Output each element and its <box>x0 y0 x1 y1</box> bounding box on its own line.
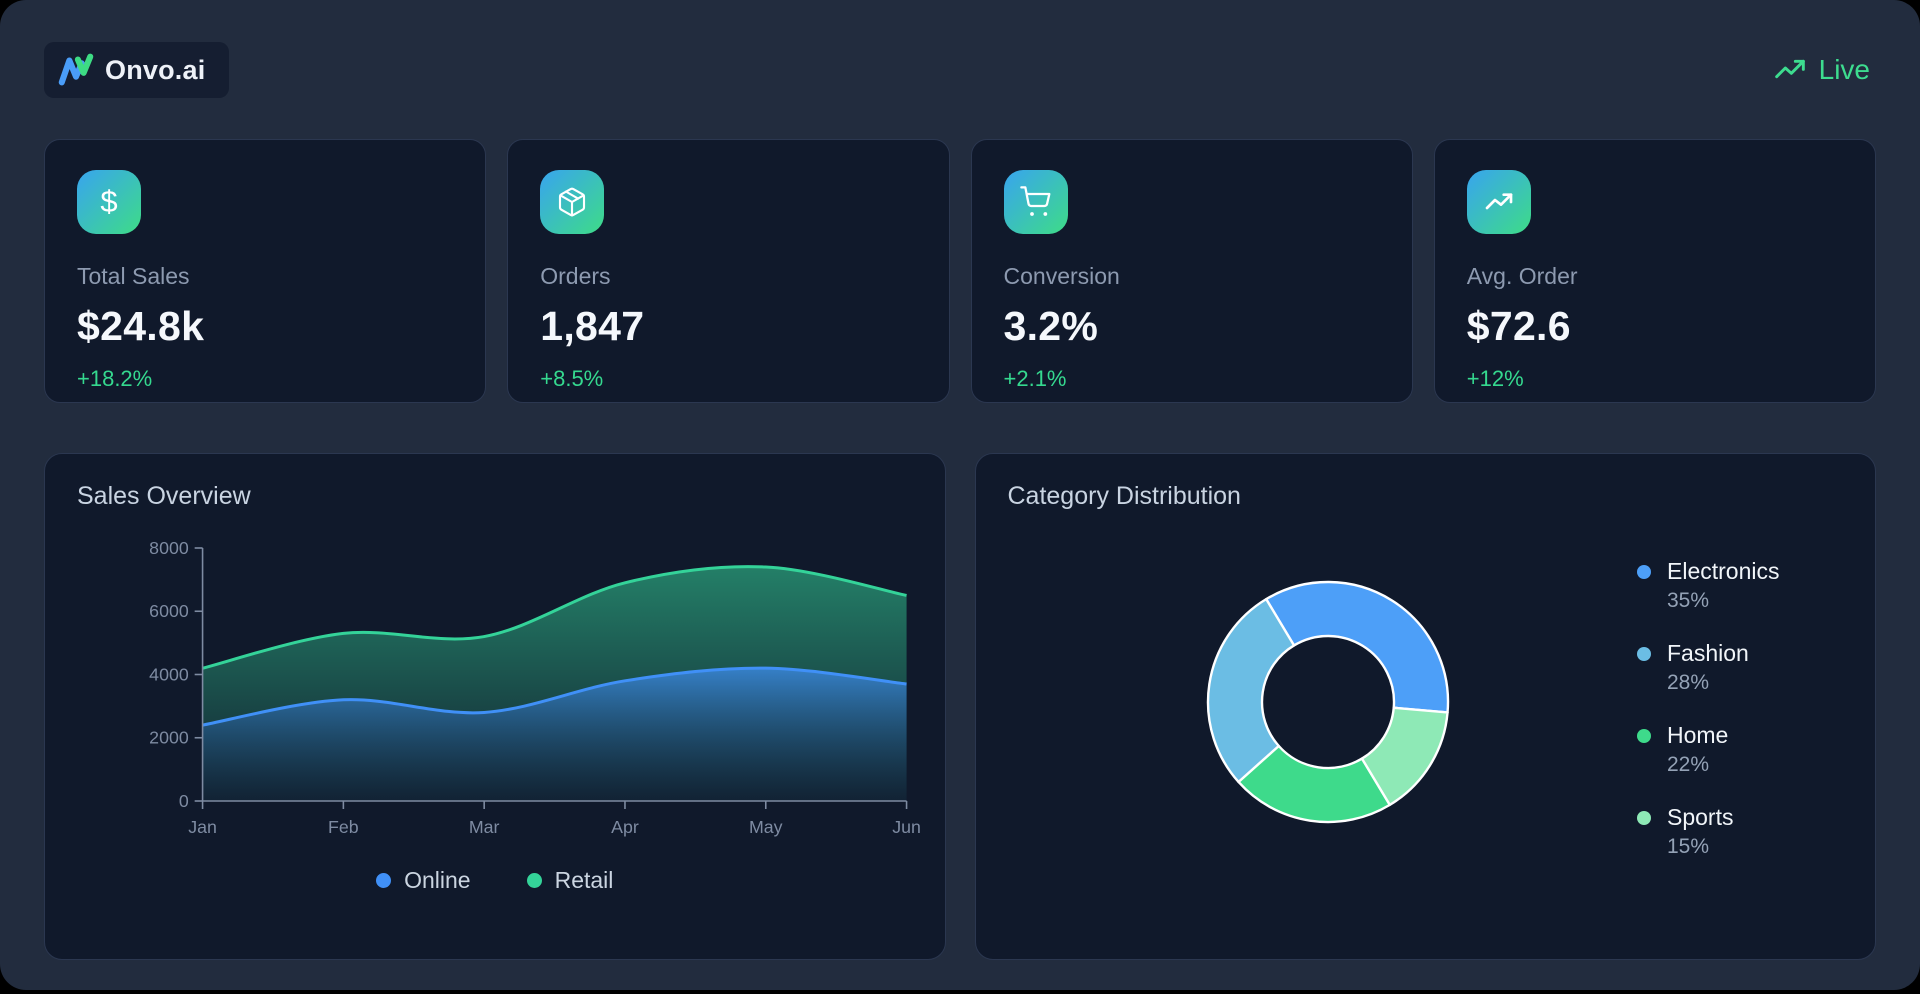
legend-label: Retail <box>554 867 614 893</box>
stat-value: $72.6 <box>1466 303 1571 349</box>
stat-delta: +2.1% <box>1003 366 1067 391</box>
legend-label: Home <box>1667 722 1729 748</box>
charts-row: Sales Overview 0 2000 4000 6000 8000 Jan Feb Ma… <box>44 453 1876 960</box>
package-icon <box>540 170 605 234</box>
sales-overview-title: Sales Overview <box>77 482 251 510</box>
live-label: Live <box>1818 54 1870 85</box>
stat-label: Orders <box>540 263 611 289</box>
legend-dot <box>1637 647 1651 661</box>
svg-text:0: 0 <box>179 791 189 811</box>
legend-label: Online <box>404 867 471 893</box>
legend-value: 22% <box>1667 753 1710 776</box>
svg-text:May: May <box>749 817 783 837</box>
stat-label: Conversion <box>1003 263 1120 289</box>
legend-label: Sports <box>1667 804 1734 830</box>
stat-card-total-sales: $ Total Sales $24.8k +18.2% <box>44 139 487 403</box>
header: Onvo.ai Live <box>0 0 1920 98</box>
brand-logo[interactable]: Onvo.ai <box>44 42 230 98</box>
stat-card-orders: Orders 1,847 +8.5% <box>507 139 950 403</box>
sales-legend: Online Retail <box>77 867 913 894</box>
stat-label: Avg. Order <box>1466 263 1578 289</box>
svg-text:Mar: Mar <box>469 817 500 837</box>
legend-label: Fashion <box>1667 640 1749 666</box>
svg-text:2000: 2000 <box>149 728 189 748</box>
legend-text-group: Home 22% <box>1667 722 1728 777</box>
legend-dot <box>526 873 542 888</box>
legend-text-group: Fashion 28% <box>1667 640 1749 695</box>
legend-dot <box>376 873 392 888</box>
category-distribution-title: Category Distribution <box>1007 482 1241 510</box>
stat-card-conversion: Conversion 3.2% +2.1% <box>970 139 1413 403</box>
svg-text:Feb: Feb <box>328 817 359 837</box>
stat-value: $24.8k <box>77 303 205 349</box>
legend-dot <box>1637 811 1651 825</box>
legend-label: Electronics <box>1667 558 1780 584</box>
svg-text:Jan: Jan <box>188 817 217 837</box>
legend-text-group: Sports 15% <box>1667 804 1733 859</box>
sales-overview-card: Sales Overview 0 2000 4000 6000 8000 Jan Feb Ma… <box>44 453 946 960</box>
category-donut-chart <box>1206 580 1449 824</box>
stat-value: 1,847 <box>540 303 645 349</box>
stat-value: 3.2% <box>1003 303 1099 349</box>
brand-name: Onvo.ai <box>105 54 206 85</box>
stat-delta: +8.5% <box>540 366 604 391</box>
legend-item-sports[interactable]: Sports 15% <box>1637 804 1833 859</box>
legend-dot <box>1637 729 1651 743</box>
legend-item-home[interactable]: Home 22% <box>1637 722 1833 777</box>
category-legend: Electronics 35% Fashion 28% Home 22% Sports 15% <box>1637 558 1833 859</box>
dollar-icon: $ <box>77 170 141 234</box>
live-badge[interactable]: Live <box>1774 54 1870 86</box>
stat-card-avg-order: Avg. Order $72.6 +12% <box>1433 139 1876 403</box>
legend-value: 35% <box>1667 589 1710 612</box>
legend-item-electronics[interactable]: Electronics 35% <box>1637 558 1833 613</box>
trending-up-icon <box>1774 59 1805 79</box>
logo-zigzag-icon <box>58 53 94 86</box>
svg-text:Jun: Jun <box>892 817 921 837</box>
stat-delta: +12% <box>1466 366 1524 391</box>
stat-label: Total Sales <box>77 263 190 289</box>
legend-item-online[interactable]: Online <box>376 867 471 894</box>
legend-dot <box>1637 565 1651 579</box>
svg-text:8000: 8000 <box>149 538 189 558</box>
legend-item-retail[interactable]: Retail <box>526 867 614 894</box>
legend-item-fashion[interactable]: Fashion 28% <box>1637 640 1833 695</box>
legend-value: 28% <box>1667 671 1710 694</box>
sales-area-chart: 0 2000 4000 6000 8000 Jan Feb Mar Apr May Jun <box>149 538 921 837</box>
svg-text:Apr: Apr <box>611 817 639 837</box>
svg-text:6000: 6000 <box>149 601 189 621</box>
legend-text-group: Electronics 35% <box>1667 558 1779 613</box>
category-distribution-card: Category Distribution Electronics 35% Fash… <box>974 453 1876 960</box>
donut-wrap <box>1008 570 1648 834</box>
svg-text:4000: 4000 <box>149 664 189 684</box>
trending-up-icon <box>1466 170 1531 234</box>
legend-value: 15% <box>1667 835 1710 858</box>
cart-icon <box>1003 170 1068 234</box>
stat-delta: +18.2% <box>77 366 153 391</box>
stats-row: $ Total Sales $24.8k +18.2% Orders 1,847… <box>44 139 1876 403</box>
